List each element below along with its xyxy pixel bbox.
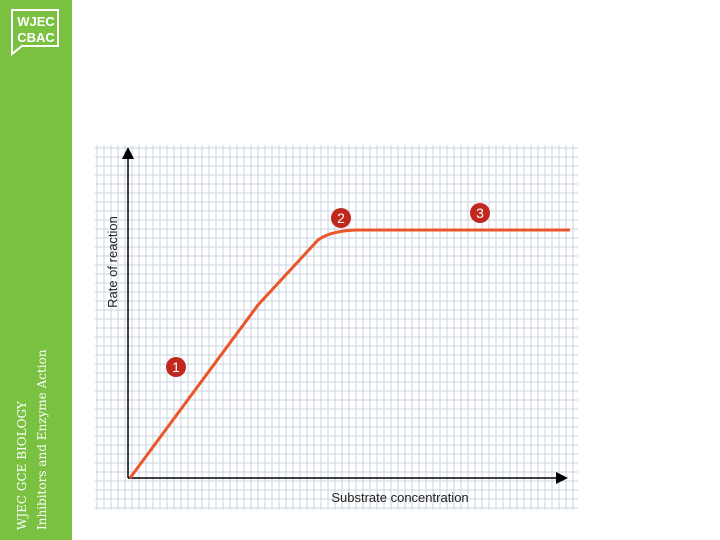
marker-label: 3 — [476, 205, 484, 221]
marker-label: 1 — [172, 359, 180, 375]
y-axis-label: Rate of reaction — [105, 216, 120, 308]
course-title: WJEC GCE BIOLOGY — [15, 400, 29, 530]
logo-text: CBAC — [17, 30, 55, 45]
topic-title: Inhibitors and Enzyme Action — [35, 349, 49, 530]
logo-frame — [11, 9, 59, 57]
rate-curve — [128, 228, 570, 479]
marker — [331, 208, 351, 228]
marker — [166, 357, 186, 377]
grid — [95, 145, 578, 510]
marker — [470, 203, 490, 223]
sidebar — [0, 0, 72, 540]
logo-text: WJEC — [17, 14, 55, 29]
marker-label: 2 — [337, 210, 345, 226]
x-axis-label: Substrate concentration — [331, 490, 468, 505]
